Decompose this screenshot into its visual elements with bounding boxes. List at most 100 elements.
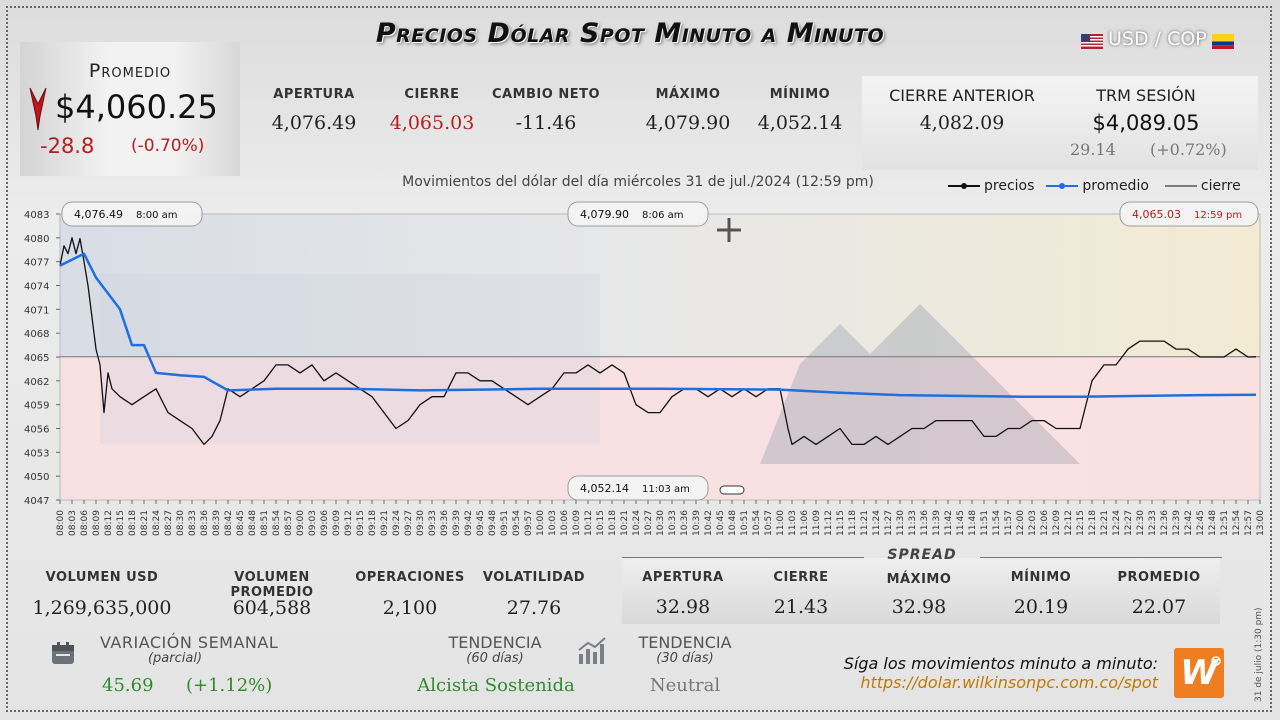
x-tick-label: 11:48 — [968, 510, 978, 536]
x-tick-label: 10:33 — [668, 510, 678, 536]
x-tick-label: 10:42 — [704, 510, 714, 536]
chart-title: Movimientos del dólar del día miércoles … — [402, 174, 874, 190]
x-tick-label: 08:33 — [188, 510, 198, 536]
x-tick-label: 08:00 — [56, 510, 66, 536]
stat-4-label: MÍNIMO — [769, 87, 831, 102]
x-tick-label: 08:39 — [212, 510, 222, 536]
x-tick-label: 08:21 — [140, 510, 150, 536]
follow-url[interactable]: https://dolar.wilkinsonpc.com.co/spot — [860, 673, 1158, 692]
variacion-sub: (parcial) — [147, 651, 203, 666]
x-tick-label: 09:00 — [296, 510, 306, 536]
x-tick-label: 08:45 — [236, 510, 246, 536]
x-axis: 08:00 08:03 08:06 08:09 08:12 08:15 08:18 08:21… — [56, 500, 1266, 536]
annotation-box — [567, 475, 709, 501]
series-promedio — [59, 252, 1257, 398]
bottom-stat-1-value: 604,588 — [232, 597, 312, 619]
side-note: 31 de julio (1:30 pm) — [1254, 607, 1264, 702]
y-tick-label: 4080 — [24, 234, 49, 245]
legend-cierre-swatch — [1164, 185, 1197, 187]
session-panel — [862, 76, 1258, 170]
x-tick-label: 08:30 — [176, 510, 186, 536]
x-tick-label: 08:06 — [80, 510, 90, 536]
x-tick-label: 12:54 — [1232, 510, 1242, 536]
x-tick-label: 08:48 — [248, 510, 258, 536]
variacion-label: VARIACIÓN SEMANAL — [100, 633, 279, 652]
spread-4-label: PROMEDIO — [1117, 570, 1201, 585]
x-tick-label: 10:12 — [584, 510, 594, 536]
chart-legend: precios promedio cierre — [948, 178, 1241, 194]
x-tick-label: 10:36 — [680, 510, 690, 536]
spread-0-label: APERTURA — [642, 570, 724, 585]
calendar-icon — [50, 640, 76, 670]
stat-3-label: MÁXIMO — [655, 87, 721, 102]
side-note-text: 31 de julio (1:30 pm) — [1254, 607, 1264, 702]
spread-0-value: 32.98 — [655, 596, 711, 618]
y-tick-label: 4047 — [24, 496, 49, 507]
spread-rule-right — [980, 557, 1222, 558]
annotation-box — [61, 201, 203, 227]
page-title: Precios Dólar Spot Minuto a Minuto — [375, 18, 885, 49]
x-tick-label: 10:21 — [620, 510, 630, 536]
us-flag-icon — [1081, 32, 1103, 49]
bottom-stat-1-label: VOLUMEN PROMEDIO — [230, 570, 314, 600]
stat-0-value: 4,076.49 — [271, 112, 357, 134]
x-tick-label: 11:42 — [944, 510, 954, 536]
y-tick-label: 4059 — [24, 401, 49, 412]
annotation-value: 4,079.90 — [580, 208, 629, 221]
x-tick-label: 12:51 — [1220, 510, 1230, 536]
stat-2-label: CAMBIO NETO — [491, 87, 601, 102]
annotation-time: 8:06 am — [642, 210, 684, 221]
x-tick-label: 09:51 — [500, 510, 510, 536]
spread-rule-left — [622, 557, 864, 558]
y-tick-label: 4056 — [24, 425, 49, 436]
x-tick-label: 12:00 — [1016, 510, 1026, 536]
spread-4-value: 22.07 — [1131, 596, 1187, 618]
x-tick-label: 09:48 — [488, 510, 498, 536]
x-tick-label: 09:33 — [428, 510, 438, 536]
x-tick-label: 11:15 — [836, 510, 846, 536]
y-tick-label: 4062 — [24, 377, 49, 388]
legend-precios-swatch — [948, 183, 980, 189]
tendencia30-sub: (30 días) — [656, 651, 714, 666]
x-tick-label: 12:12 — [1064, 510, 1074, 536]
down-arrow-icon — [26, 86, 50, 136]
x-tick-label: 12:30 — [1136, 510, 1146, 536]
spread-1-value: 21.43 — [773, 596, 829, 618]
x-tick-label: 08:24 — [152, 510, 162, 536]
annotation-time: 12:59 pm — [1194, 210, 1242, 221]
promedio-change: -28.8 — [40, 134, 95, 158]
x-tick-label: 10:48 — [728, 510, 738, 536]
annotation-value: 4,076.49 — [74, 208, 123, 221]
stat-4-value: 4,052.14 — [757, 112, 843, 134]
x-tick-label: 08:51 — [260, 510, 270, 536]
currency-pair: USD / COP — [1076, 28, 1239, 50]
x-tick-label: 09:06 — [320, 510, 330, 536]
x-tick-label: 12:39 — [1172, 510, 1182, 536]
x-tick-label: 10:30 — [656, 510, 666, 536]
annotation-value: 4,065.03 — [1132, 208, 1181, 221]
trm-label: TRM SESIÓN — [1096, 86, 1196, 105]
tendencia30-label: TENDENCIA — [638, 633, 732, 652]
x-tick-label: 11:06 — [800, 510, 810, 536]
promedio-change-pct: (-0.70%) — [131, 136, 205, 156]
x-tick-label: 09:36 — [440, 510, 450, 536]
x-tick-label: 09:21 — [380, 510, 390, 536]
spread-3-label: MÍNIMO — [1010, 570, 1072, 585]
logo-plug-icon — [1188, 652, 1222, 671]
x-tick-label: 10:00 — [536, 510, 546, 536]
x-tick-label: 09:54 — [512, 510, 522, 536]
x-tick-label: 12:45 — [1196, 510, 1206, 536]
follow-text: Síga los movimientos minuto a minuto: — [843, 654, 1158, 673]
x-tick-label: 08:57 — [284, 510, 294, 536]
x-tick-label: 12:36 — [1160, 510, 1170, 536]
x-tick-label: 09:30 — [416, 510, 426, 536]
x-tick-label: 10:51 — [740, 510, 750, 536]
x-tick-label: 11:45 — [956, 510, 966, 536]
price-chart: 4083 4080 4077 4074 4071 4068 4065 4062 4059 4056… — [24, 201, 1266, 536]
bottom-stat-3-label: VOLATILIDAD — [482, 570, 586, 585]
trm-change-pct: (+0.72%) — [1150, 140, 1227, 159]
x-tick-label: 12:27 — [1124, 510, 1134, 536]
promedio-value: $4,060.25 — [55, 88, 218, 126]
x-tick-label: 08:18 — [128, 510, 138, 536]
colombia-flag-icon — [1211, 32, 1234, 49]
